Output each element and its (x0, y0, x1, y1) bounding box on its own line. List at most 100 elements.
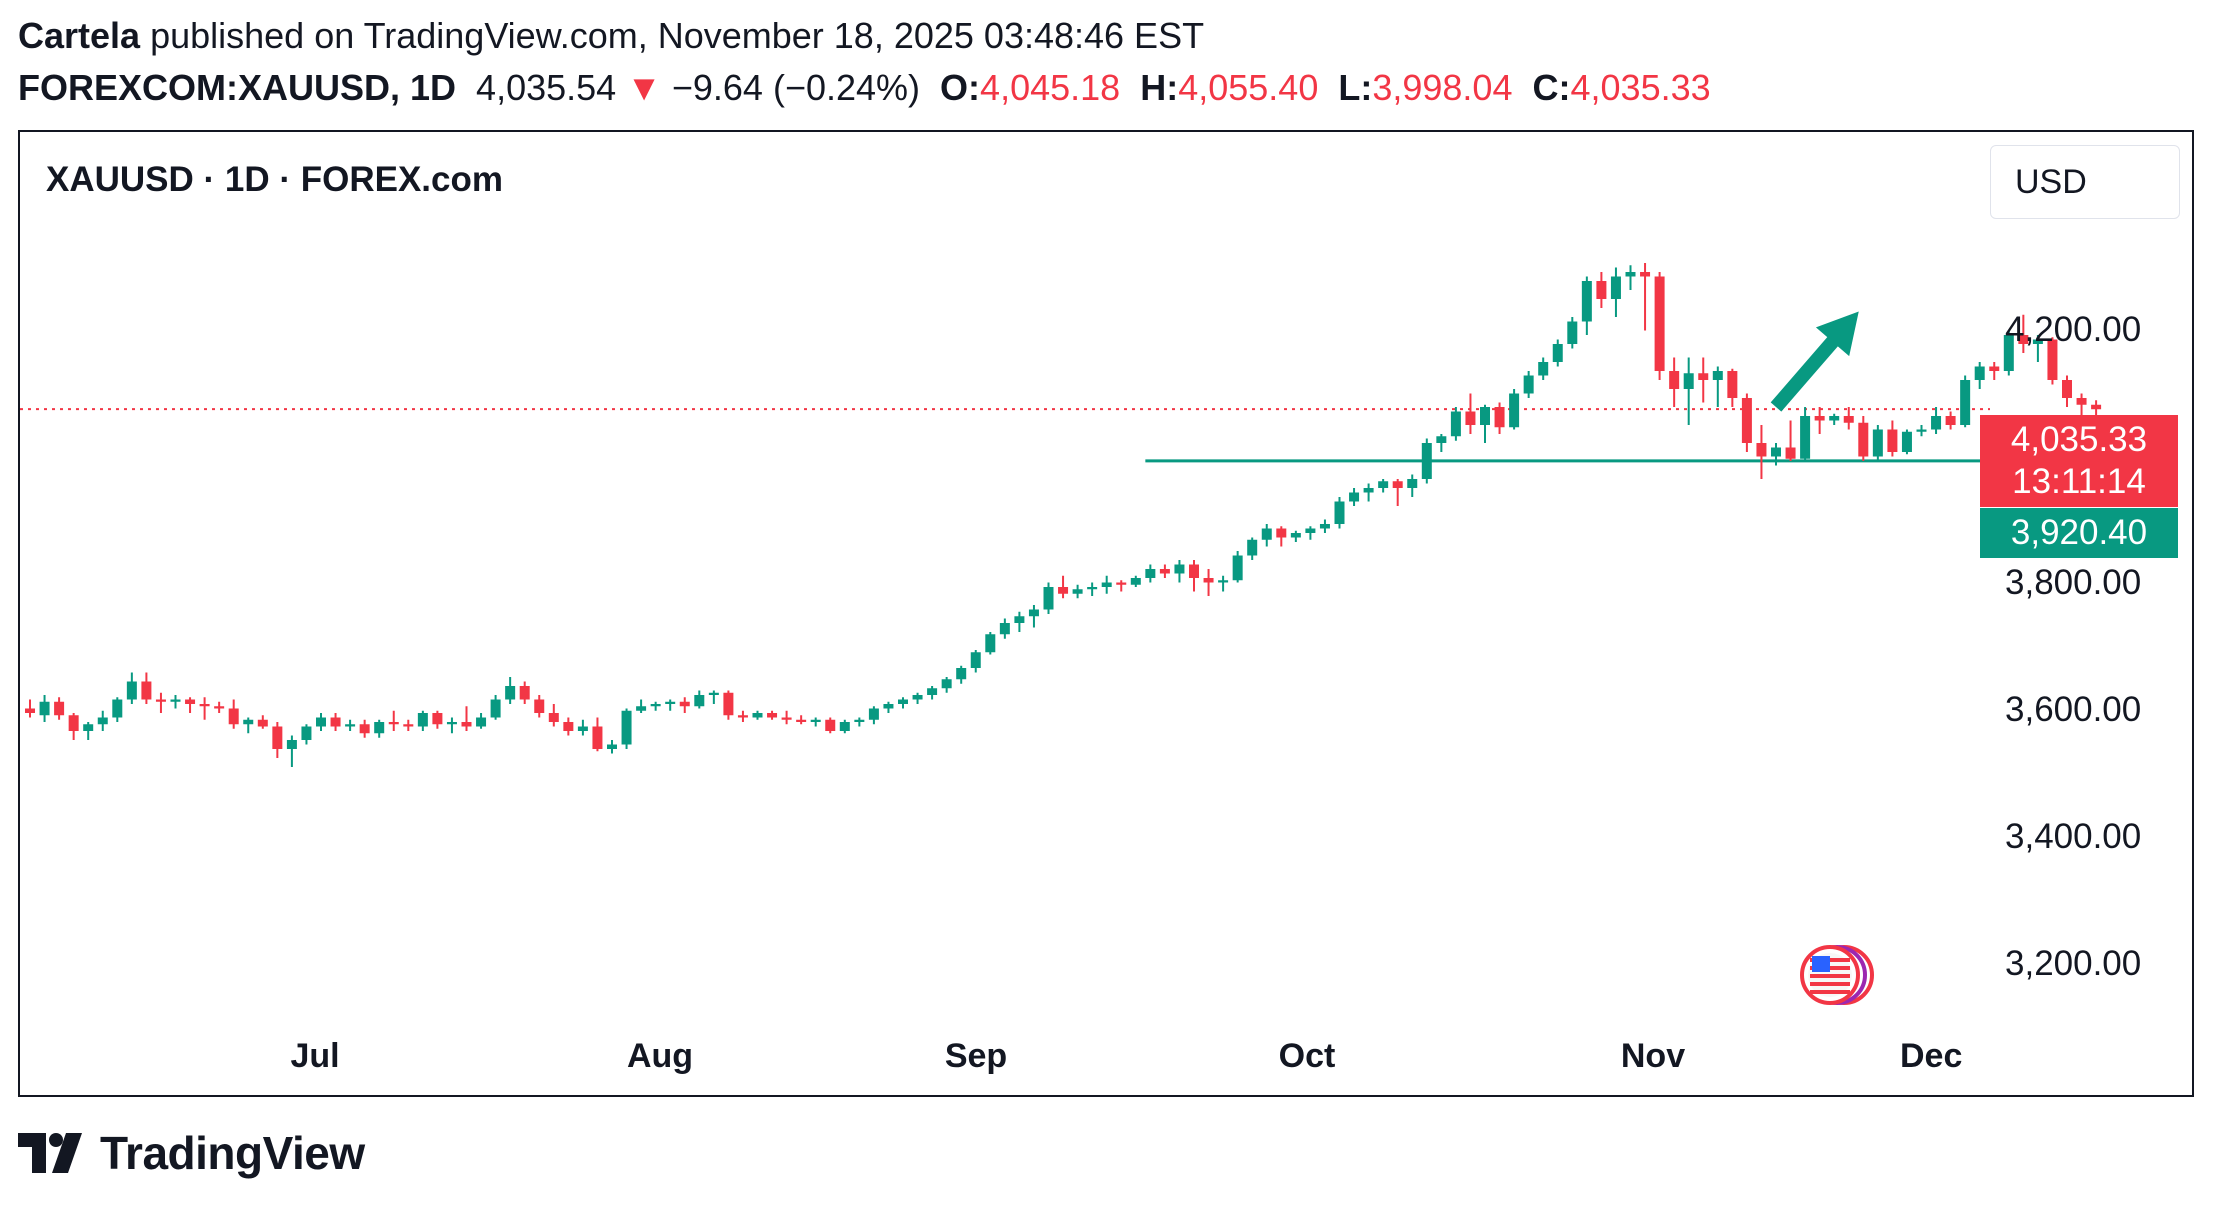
candle-body (999, 623, 1010, 635)
us-flag-icon[interactable] (1800, 945, 1874, 1005)
countdown-timer: 13:11:14 (2012, 462, 2146, 501)
candle-body (1087, 587, 1098, 590)
candle-body (1014, 616, 1025, 623)
candle-body (1290, 533, 1301, 538)
candle-body (1494, 407, 1505, 428)
candle-body (956, 668, 967, 680)
candle-body (417, 713, 428, 727)
high-label: H: (1140, 67, 1179, 108)
high-value: 4,055.40 (1178, 67, 1319, 108)
symbol-name: FOREXCOM:XAUUSD, 1D (18, 67, 457, 108)
open-value: 4,045.18 (980, 67, 1121, 108)
tradingview-logo-text: TradingView (100, 1127, 365, 1179)
currency-button[interactable]: USD (1990, 145, 2180, 219)
candle-body (1130, 578, 1141, 585)
candle-body (1945, 416, 1956, 425)
candlestick-chart[interactable] (20, 132, 2192, 1095)
published-text: published on TradingView.com, November 1… (140, 15, 1205, 56)
candle-body (1872, 429, 1883, 457)
candle-body (1305, 528, 1316, 533)
candle-body (1203, 578, 1214, 583)
candle-body (1523, 375, 1534, 394)
candle-body (941, 679, 952, 689)
candle-body (1145, 569, 1156, 578)
candle-body (1334, 501, 1345, 524)
publish-line: Cartela published on TradingView.com, No… (18, 14, 1204, 58)
candle-body (519, 686, 530, 700)
candle-body (1101, 582, 1112, 587)
candle-body (1683, 373, 1694, 389)
candle-body (1218, 580, 1229, 583)
x-tick-label: Dec (1900, 1037, 1963, 1075)
candle-body (185, 699, 196, 704)
candle-body (1247, 539, 1258, 556)
chart-frame[interactable] (18, 130, 2194, 1097)
candle-body (563, 722, 574, 731)
candle-body (868, 708, 879, 720)
candle-body (1261, 528, 1272, 540)
projection-arrow (1770, 311, 1859, 412)
candle-body (39, 701, 50, 716)
candle-body (1625, 272, 1636, 277)
candle-body (1319, 524, 1330, 529)
candle-body (1189, 564, 1199, 578)
candle-body (1741, 398, 1752, 443)
candle-body (548, 713, 559, 722)
candle-body (388, 722, 399, 725)
candle-body (1712, 371, 1723, 380)
candle-body (927, 688, 938, 695)
candle-body (1669, 371, 1680, 389)
candle-body (1378, 481, 1389, 488)
candle-body (1654, 276, 1665, 371)
candle-body (796, 719, 807, 722)
candle-body (1610, 276, 1621, 299)
candle-body (1363, 488, 1374, 493)
candle-body (301, 726, 312, 740)
candle-body (1931, 416, 1942, 430)
candle-body (1916, 429, 1927, 432)
candle-body (752, 713, 763, 718)
candle-body (403, 724, 414, 727)
candle-body (985, 634, 996, 653)
candle-body (374, 722, 385, 734)
last-price: 4,035.54 (476, 67, 617, 108)
candle-body (272, 726, 283, 749)
candle-body (665, 701, 676, 704)
candle-body (1843, 416, 1854, 423)
candle-body (1043, 587, 1054, 610)
candle-body (898, 699, 908, 704)
candle-body (83, 724, 94, 731)
candle-body (330, 717, 341, 727)
candle-body (155, 699, 166, 702)
last-price-tag-value: 4,035.33 (2010, 420, 2148, 459)
candle-body (534, 699, 545, 713)
candle-body (2047, 339, 2058, 380)
candle-body (1465, 411, 1476, 425)
author-name[interactable]: Cartela (18, 15, 141, 56)
y-tick-label: 3,800.00 (2005, 563, 2142, 602)
candle-body (607, 744, 617, 749)
support-price-tag: 3,920.40 (1980, 508, 2178, 558)
candle-body (825, 719, 836, 731)
candle-body (767, 713, 778, 718)
candle-body (1058, 587, 1069, 594)
candle-body (1727, 371, 1738, 398)
candle-body (1407, 479, 1418, 488)
candle-body (243, 719, 254, 725)
candle-body (54, 701, 65, 716)
tradingview-logo[interactable]: TradingView (18, 1127, 365, 1179)
candle-body (1349, 492, 1360, 502)
candle-body (286, 740, 297, 749)
candle-body (883, 704, 894, 709)
candle-body (650, 704, 661, 707)
candle-body (679, 701, 690, 707)
candle-body (316, 717, 326, 727)
tradingview-logo-icon (18, 1133, 82, 1173)
candle-body (170, 699, 181, 702)
candle-body (970, 652, 981, 668)
candle-body (1989, 366, 2000, 371)
candle-body (1567, 321, 1578, 344)
candle-body (1829, 416, 1840, 421)
open-label: O: (940, 67, 981, 108)
candle-body (25, 708, 35, 713)
